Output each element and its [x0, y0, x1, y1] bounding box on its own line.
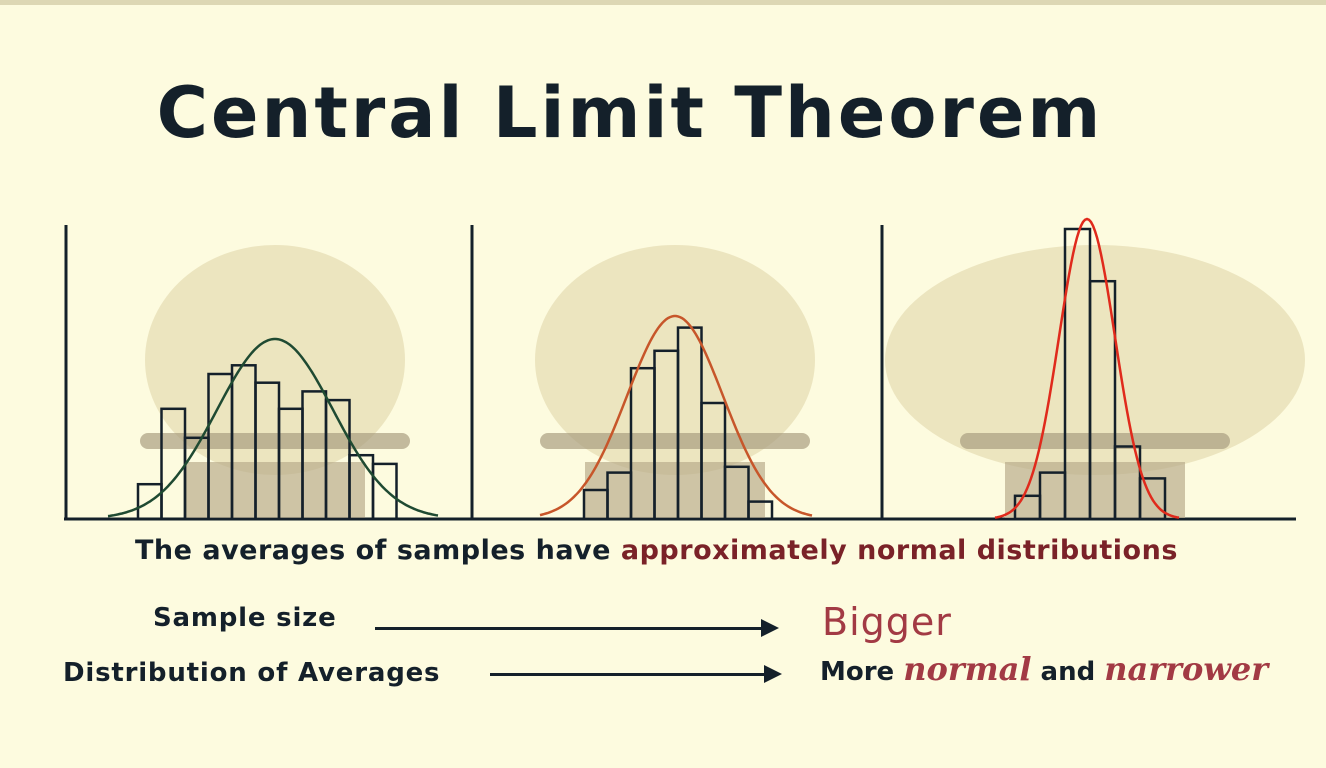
normal-curve-3	[994, 217, 1180, 519]
scale-tray-2	[540, 433, 810, 449]
top-border	[0, 0, 1326, 5]
normal-curve-1	[107, 337, 439, 518]
scale-tray-3	[960, 433, 1230, 449]
histogram-bar-2-7	[723, 465, 750, 521]
sample-size-arrow	[375, 619, 779, 637]
sample-size-result: Bigger	[822, 600, 952, 644]
bunny-illustration-1	[145, 245, 405, 475]
result-normal: normal	[903, 650, 1032, 688]
distribution-arrow	[490, 665, 782, 683]
histogram-bar-1-11	[371, 462, 398, 521]
result-and: and	[1040, 657, 1096, 687]
caption-emphasis: approximately normal distributions	[620, 535, 1178, 566]
caption: The averages of samples have approximate…	[135, 535, 1178, 566]
distribution-label: Distribution of Averages	[63, 658, 441, 688]
result-narrower: narrower	[1104, 650, 1269, 688]
scale-illustration-2	[585, 462, 765, 518]
histogram-bar-2-6	[700, 401, 727, 521]
page-title: Central Limit Theorem	[156, 72, 1104, 154]
bunny-illustration-2	[535, 245, 815, 475]
histogram-bar-2-8	[747, 500, 774, 521]
distribution-result: More normal and narrower	[820, 650, 1268, 688]
scale-illustration-3	[1005, 462, 1185, 518]
bunny-illustration-3	[885, 245, 1305, 475]
histogram-bar-3-6	[1138, 477, 1167, 521]
scale-tray-1	[140, 433, 410, 449]
scale-illustration-1	[185, 462, 365, 518]
result-more: More	[820, 657, 895, 687]
histogram-bar-3-4	[1088, 279, 1117, 521]
sample-size-label: Sample size	[153, 603, 337, 633]
caption-prefix: The averages of samples have	[135, 535, 611, 566]
normal-curve-2	[539, 314, 813, 517]
